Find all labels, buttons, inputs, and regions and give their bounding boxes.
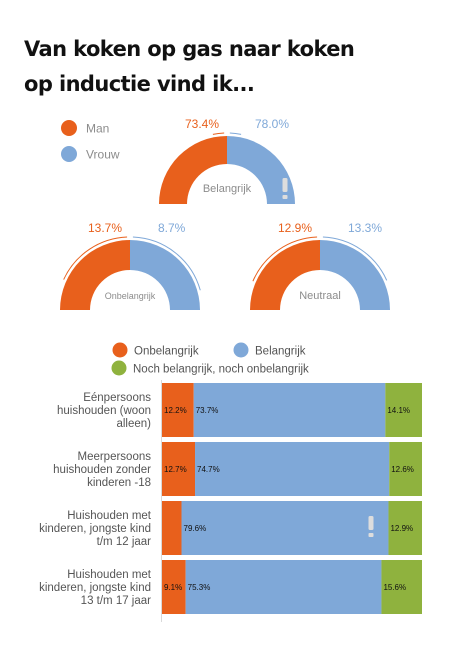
bar-3-seg-1 bbox=[185, 560, 382, 614]
bar-category-label-1-2: kinderen -18 bbox=[87, 477, 151, 489]
gauge-0-vrouw-arc bbox=[227, 136, 295, 204]
bar-0-label-1: 73.7% bbox=[196, 406, 219, 415]
bar-1-seg-2 bbox=[389, 442, 422, 496]
bar-0-seg-2 bbox=[385, 383, 422, 437]
bar-2-seg-0 bbox=[162, 501, 182, 555]
page-title: Van koken op gas naar koken op inductie … bbox=[24, 32, 424, 102]
gauge-0-alert-icon-bar bbox=[282, 178, 288, 192]
bar-2-alert-icon-bar bbox=[368, 516, 374, 530]
gauge-1-vrouw-arc bbox=[130, 240, 200, 310]
bar-category-label-0-0: Eénpersoons bbox=[83, 392, 151, 404]
bar-legend-label-1: Belangrijk bbox=[255, 346, 306, 358]
gauge-1-man-value: 13.7% bbox=[88, 221, 122, 235]
bar-legend-swatch-0 bbox=[112, 342, 128, 358]
gauge-legend-swatch-0 bbox=[61, 120, 77, 136]
bar-0-seg-1 bbox=[193, 383, 386, 437]
gauge-2-vrouw-arc bbox=[320, 240, 390, 310]
gauge-2-man-value: 12.9% bbox=[278, 221, 312, 235]
bar-category-label-1-1: huishouden zonder bbox=[53, 464, 151, 476]
bar-0-seg-0 bbox=[162, 383, 194, 437]
bar-3-label-0: 9.1% bbox=[164, 583, 182, 592]
bar-2-seg-2 bbox=[388, 501, 422, 555]
gauge-legend-label-1: Vrouw bbox=[86, 148, 120, 162]
bar-category-label-3-0: Huishouden met bbox=[67, 569, 152, 581]
gauge-1-vrouw-value: 8.7% bbox=[158, 221, 186, 235]
bar-category-label-2-1: kinderen, jongste kind bbox=[39, 523, 151, 535]
gauge-1-man-bracket bbox=[63, 236, 128, 280]
bar-1-seg-0 bbox=[162, 442, 196, 496]
bar-3-label-2: 15.6% bbox=[383, 583, 406, 592]
gauge-1-vrouw-bracket bbox=[132, 236, 201, 291]
gauge-0-man-arc bbox=[159, 136, 227, 204]
bar-category-label-3-1: kinderen, jongste kind bbox=[39, 582, 151, 594]
gauge-legend-label-0: Man bbox=[86, 122, 109, 136]
gauge-0-man-bracket bbox=[212, 132, 225, 135]
bar-0-label-2: 14.1% bbox=[387, 406, 410, 415]
bar-3-seg-2 bbox=[381, 560, 422, 614]
bar-2-label-2: 12.9% bbox=[390, 524, 413, 533]
gauge-1-man-arc bbox=[60, 240, 130, 310]
bar-3-label-1: 75.3% bbox=[188, 583, 211, 592]
title-line-1: Van koken op gas naar koken bbox=[24, 37, 355, 61]
bar-category-label-2-2: t/m 12 jaar bbox=[97, 536, 151, 548]
gauge-2-vrouw-bracket bbox=[322, 236, 388, 281]
gauge-1-title: Onbelangrijk bbox=[105, 291, 156, 301]
gauge-0-man-value: 73.4% bbox=[185, 117, 219, 131]
bar-2-seg-1 bbox=[181, 501, 389, 555]
bar-3-seg-0 bbox=[162, 560, 186, 614]
bar-category-label-2-0: Huishouden met bbox=[67, 510, 152, 522]
title-line-2: op inductie vind ik... bbox=[24, 72, 255, 96]
bar-legend-swatch-1 bbox=[233, 342, 249, 358]
gauge-0-vrouw-bracket bbox=[229, 132, 242, 135]
gauge-2-man-bracket bbox=[252, 236, 318, 282]
bar-0-label-0: 12.2% bbox=[164, 406, 187, 415]
bar-1-seg-1 bbox=[195, 442, 390, 496]
gauge-2-vrouw-value: 13.3% bbox=[348, 221, 382, 235]
gauge-0-alert-icon-dot bbox=[282, 195, 288, 199]
gauge-0-title: Belangrijk bbox=[203, 183, 252, 195]
bar-1-label-1: 74.7% bbox=[197, 465, 220, 474]
gauge-0-vrouw-value: 78.0% bbox=[255, 117, 289, 131]
bar-2-alert-icon-dot bbox=[368, 533, 374, 537]
bar-1-label-0: 12.7% bbox=[164, 465, 187, 474]
bar-legend-label-0: Onbelangrijk bbox=[134, 346, 199, 358]
gauge-legend-swatch-1 bbox=[61, 146, 77, 162]
bar-category-label-0-1: huishouden (woon bbox=[57, 405, 151, 417]
bar-1-label-2: 12.6% bbox=[391, 465, 414, 474]
bar-2-label-1: 79.6% bbox=[184, 524, 207, 533]
bar-legend-label-2: Noch belangrijk, noch onbelangrijk bbox=[133, 364, 309, 376]
gauge-2-man-arc bbox=[250, 240, 320, 310]
bar-category-label-3-2: 13 t/m 17 jaar bbox=[81, 595, 151, 607]
gauge-2-title: Neutraal bbox=[299, 290, 341, 302]
bar-category-label-1-0: Meerpersoons bbox=[77, 451, 151, 463]
bar-legend-swatch-2 bbox=[111, 360, 127, 376]
bar-category-label-0-2: alleen) bbox=[116, 418, 151, 430]
